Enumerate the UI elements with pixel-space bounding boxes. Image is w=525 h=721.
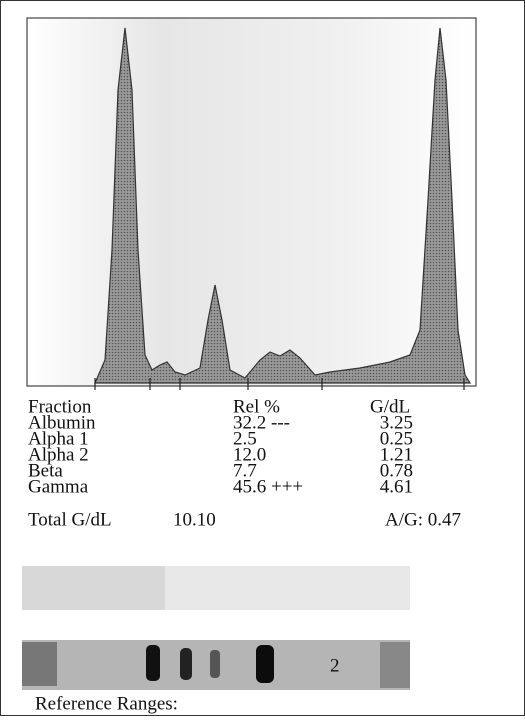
gel-band — [210, 650, 220, 678]
gel-band — [180, 648, 192, 680]
rel-percent: 45.6 +++ — [233, 476, 303, 497]
gel-edge — [22, 642, 57, 686]
gel-band — [256, 645, 274, 683]
gel-strip-top-light — [165, 566, 410, 610]
gdl-value: 4.61 — [380, 476, 413, 497]
trace-frame — [27, 18, 476, 386]
reference-ranges: Reference Ranges: — [35, 693, 178, 714]
fraction-name: Gamma — [28, 476, 89, 497]
gel-band — [146, 645, 160, 681]
report: Fraction Rel % G/dL Albumin32.2 ---3.25A… — [0, 0, 525, 716]
ag-ratio: A/G: 0.47 — [385, 509, 461, 530]
gel-edge — [380, 642, 410, 688]
total-label: Total G/dL — [28, 509, 112, 530]
total-value: 10.10 — [173, 509, 216, 530]
gel-label: 2 — [330, 655, 340, 676]
